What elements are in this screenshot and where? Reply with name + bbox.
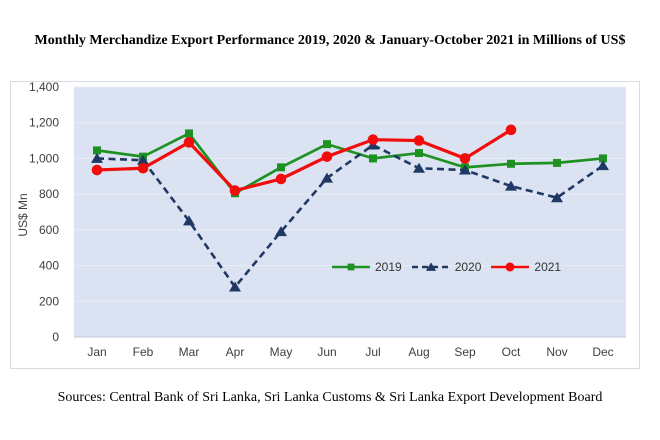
x-tick-label: Jul [365,345,380,359]
series-2021-marker [459,153,471,164]
series-2021-marker [137,162,149,174]
series-2020-marker [459,164,471,175]
legend-label-2021: 2021 [534,260,562,274]
x-tick-label: Jun [317,345,336,359]
x-tick-label: Nov [546,345,567,359]
y-tick-label: 600 [39,223,59,237]
series-2019-marker [323,140,331,149]
legend-label-2020: 2020 [454,260,482,274]
plot-area [74,87,626,337]
series-2020-marker [137,154,149,165]
series-2020-line [96,143,604,290]
series-2021-marker [505,262,515,272]
y-tick-label: 0 [52,330,59,344]
legend-item-2021: 2021 [490,260,561,274]
y-tick-label: 200 [39,294,59,308]
series-2021-line [96,128,512,193]
series-2020-marker [229,281,241,292]
x-tick-label: Feb [133,345,154,359]
series-2020-marker [321,172,333,183]
series-2021-marker [275,173,287,185]
series-2021-marker [183,137,195,148]
y-tick-label: 400 [39,259,59,273]
source-note: Sources: Central Bank of Sri Lanka, Sri … [57,390,603,405]
series-2021-marker [91,164,103,176]
chart-legend: 2019 2020 2021 [331,258,561,276]
series-2019-marker [185,129,193,138]
series-2020-marker [425,262,436,271]
x-tick-label: Mar [179,345,200,359]
series-2021-marker [505,124,517,136]
x-tick-label: Oct [502,345,521,359]
legend-sample-2020 [411,262,450,271]
series-2021-marker [229,185,241,196]
series-2019-marker [369,154,377,163]
series-2019-marker [507,159,515,168]
series-2021-marker [367,134,379,145]
x-tick-label: May [270,345,293,359]
series-2021-marker [321,151,333,162]
series-2020-marker [413,162,425,173]
x-tick-label: Aug [408,345,429,359]
series-2020-marker [91,152,103,163]
legend-item-2019: 2019 [331,260,402,274]
series-2020-marker [183,215,195,226]
x-tick-label: Sep [454,345,476,359]
series-2021-marker [413,135,425,146]
chart-svg: 0 200 400 600 800 1,000 1,200 1,400 Jan Feb Mar Apr… [16,82,626,359]
y-tick-label: 800 [39,187,59,201]
x-tick-label: Dec [592,345,613,359]
chart-frame: 0 200 400 600 800 1,000 1,200 1,400 Jan Feb Mar Apr… [10,81,640,369]
x-tick-label: Apr [226,345,245,359]
legend-label-2019: 2019 [375,260,402,274]
series-2019-marker [599,154,607,163]
series-2019-marker [553,158,561,167]
y-axis-title: US$ Mn [16,193,30,236]
series-2020-marker [551,192,563,203]
legend-sample-2021 [491,262,530,272]
legend-item-2020: 2020 [411,260,482,274]
legend-sample-2019 [332,263,370,271]
y-tick-label: 1,200 [29,116,59,130]
y-tick-label: 1,000 [29,151,59,165]
x-tick-label: Jan [87,345,106,359]
series-2020-marker [275,226,287,237]
series-2019-marker [277,163,285,172]
series-2019-marker [347,263,355,271]
series-2020-marker [505,180,517,191]
series-2020-marker [597,160,609,171]
series-2019-marker [93,146,101,155]
series-2019-line [96,131,604,196]
chart-title: Monthly Merchandize Export Performance 2… [34,33,626,48]
y-tick-label: 1,400 [29,82,59,94]
series-2019-marker [415,149,423,158]
